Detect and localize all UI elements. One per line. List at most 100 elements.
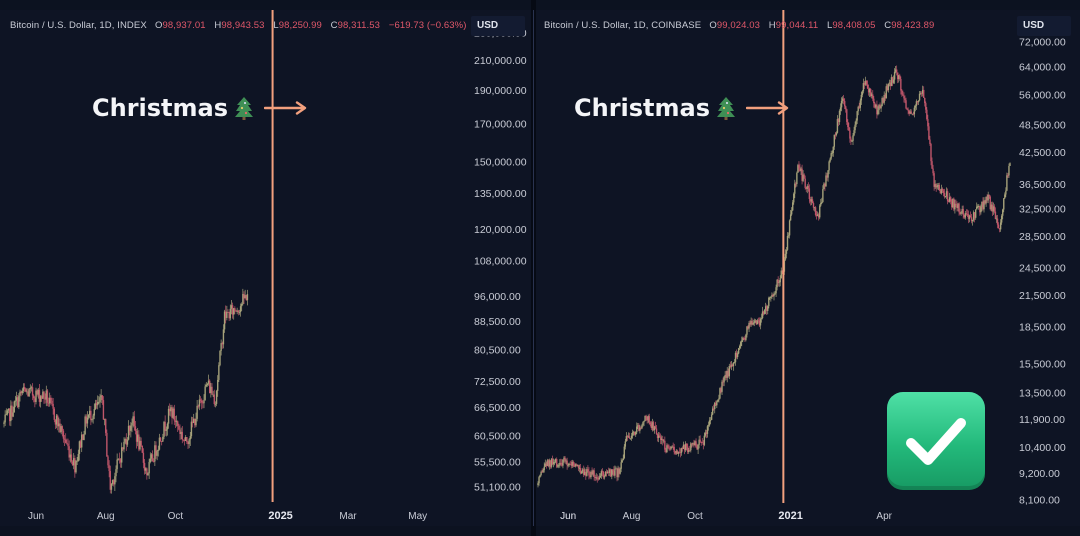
- candle-body: [575, 464, 578, 466]
- candle-body: [114, 476, 116, 485]
- candle-body: [628, 436, 631, 439]
- x-tick-label: Oct: [687, 511, 703, 522]
- candle-body: [710, 414, 713, 420]
- candle-body: [750, 321, 752, 325]
- candle-body: [972, 212, 975, 220]
- candle-body: [843, 100, 846, 107]
- candle-body: [673, 446, 675, 453]
- candle-body: [947, 201, 950, 203]
- candle-body: [26, 391, 28, 393]
- candle-body: [780, 270, 782, 279]
- candle-body: [110, 483, 113, 490]
- candle-body: [684, 443, 687, 451]
- candle-body: [980, 207, 982, 213]
- candle-body: [698, 439, 700, 445]
- candle-body: [563, 457, 565, 460]
- candle-body: [868, 89, 871, 93]
- low-value: 98,408.05: [832, 20, 876, 31]
- candle-body: [97, 401, 99, 406]
- chart-panel-right[interactable]: 72,000.00 64,000.00 56,000.00 48,500.00 42,5…: [536, 10, 1080, 526]
- candle-body: [559, 462, 561, 465]
- chart-canvas-right[interactable]: 72,000.00 64,000.00 56,000.00 48,500.00 42,5…: [536, 10, 1080, 526]
- candle-body: [62, 430, 65, 439]
- checkmark-icon: [887, 392, 985, 490]
- candle-body: [747, 326, 749, 329]
- candle-body: [812, 203, 815, 208]
- candle-body: [545, 463, 548, 467]
- chart-canvas-left[interactable]: 230,000.00210,000.00190,000.00170,000.00…: [0, 10, 531, 526]
- candle-body: [177, 421, 179, 426]
- currency-badge-left[interactable]: USD: [471, 16, 525, 36]
- candle-body: [620, 462, 622, 469]
- high-value: 99,044.11: [775, 20, 819, 31]
- candle-body: [762, 311, 765, 314]
- candle-body: [703, 435, 706, 445]
- candle-body: [230, 305, 233, 309]
- high-label: H: [214, 20, 222, 31]
- candle-body: [640, 427, 642, 429]
- candle-body: [10, 405, 12, 422]
- christmas-label-right: Christmas: [574, 94, 711, 122]
- y-tick-label: 18,500.00: [1019, 321, 1066, 333]
- candle-body: [210, 386, 212, 393]
- chart-panel-left[interactable]: 230,000.00210,000.00190,000.00170,000.00…: [0, 10, 531, 526]
- candle-body: [662, 439, 664, 441]
- candle-body: [945, 191, 948, 197]
- candle-body: [635, 432, 637, 435]
- candle-body: [225, 311, 227, 318]
- candle-body: [196, 405, 198, 419]
- candle-body: [955, 203, 957, 206]
- candle-body: [718, 398, 720, 400]
- candle-body: [45, 390, 47, 400]
- candle-body: [918, 93, 921, 101]
- candle-body: [639, 427, 641, 431]
- candle-body: [803, 174, 805, 179]
- candle-body: [183, 439, 186, 441]
- candle-body: [614, 468, 616, 476]
- candle-body: [190, 421, 193, 437]
- candle-body: [829, 158, 831, 162]
- candle-body: [928, 126, 930, 140]
- candle-body: [813, 207, 816, 209]
- candle-body: [20, 391, 22, 394]
- currency-badge-right[interactable]: USD: [1017, 16, 1071, 36]
- candle-body: [76, 460, 78, 462]
- right-arrow-icon: [746, 101, 789, 115]
- x-tick-label: Jun: [28, 511, 44, 522]
- candle-body: [164, 421, 166, 431]
- candle-body: [971, 219, 974, 222]
- candle-body: [973, 212, 976, 218]
- candle-body: [806, 186, 808, 189]
- candle-body: [678, 451, 681, 453]
- candle-body: [796, 172, 798, 185]
- candle-body: [792, 202, 794, 211]
- candle-body: [949, 197, 951, 202]
- candle-body: [102, 400, 105, 420]
- candle-body: [932, 168, 934, 174]
- candle-body: [69, 454, 71, 458]
- candle-body: [832, 146, 834, 153]
- candle-body: [981, 201, 983, 208]
- candle-body: [887, 83, 890, 91]
- x-tick-label: May: [408, 511, 427, 522]
- candle-body: [605, 471, 608, 473]
- candle-body: [869, 89, 872, 97]
- candle-body: [821, 201, 823, 204]
- candle-body: [679, 452, 682, 453]
- christmas-tree-icon: [717, 97, 736, 120]
- candle-body: [775, 287, 777, 294]
- low-value: 98,250.99: [278, 20, 322, 31]
- candle-body: [751, 321, 753, 325]
- candle-body: [171, 407, 173, 418]
- candle-body: [707, 425, 710, 427]
- candle-body: [771, 294, 773, 297]
- candle-body: [44, 397, 46, 400]
- y-tick-label: 11,900.00: [1019, 414, 1065, 426]
- candle-body: [926, 109, 928, 120]
- candle-body: [943, 192, 946, 197]
- candle-body: [732, 362, 735, 367]
- candle-body: [733, 362, 736, 364]
- candle-body: [238, 311, 241, 313]
- y-tick-label: 120,000.00: [474, 224, 527, 236]
- candle-body: [924, 97, 926, 104]
